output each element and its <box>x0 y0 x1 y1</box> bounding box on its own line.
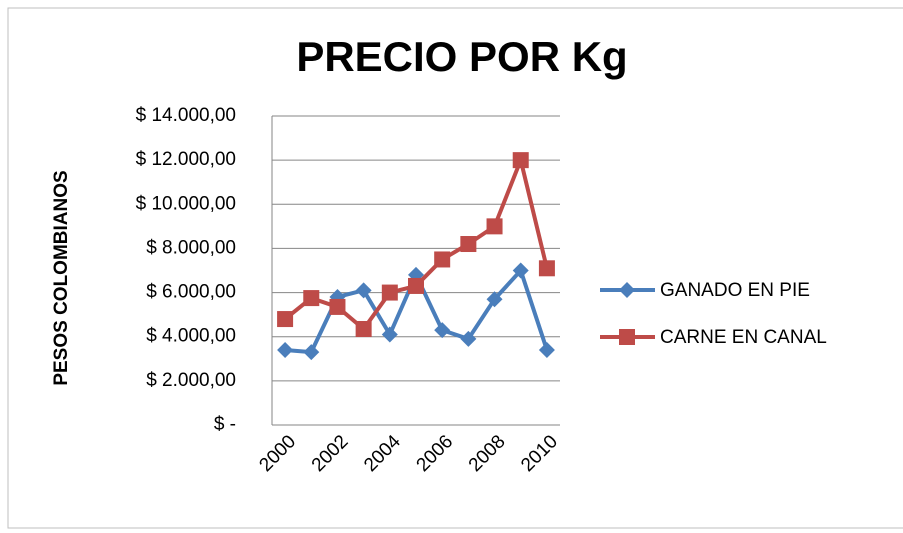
marker <box>408 277 424 294</box>
marker <box>303 344 320 361</box>
marker <box>538 341 555 358</box>
chart-frame <box>7 7 903 529</box>
legend-label: GANADO EN PIE <box>660 280 810 301</box>
y-tick-label: $ - <box>214 414 236 435</box>
marker <box>434 322 451 339</box>
chart-title: PRECIO POR Kg <box>296 33 627 80</box>
legend-label: CARNE EN CANAL <box>660 327 827 348</box>
marker <box>512 152 529 169</box>
y-tick-label: $ 14.000,00 <box>136 105 236 126</box>
marker <box>538 260 555 277</box>
y-tick-label: $ 4.000,00 <box>146 326 236 347</box>
y-tick-label: $ 10.000,00 <box>136 193 236 214</box>
marker <box>303 290 320 307</box>
marker <box>460 236 477 253</box>
marker <box>277 341 294 358</box>
marker <box>486 218 503 235</box>
marker <box>619 282 635 298</box>
marker <box>486 291 503 308</box>
marker <box>355 320 372 337</box>
marker <box>277 311 294 328</box>
marker <box>434 251 451 268</box>
marker <box>381 284 398 301</box>
marker <box>355 282 372 299</box>
marker <box>619 329 635 345</box>
marker <box>460 330 477 347</box>
marker <box>381 326 398 343</box>
y-axis-title: PESOS COLOMBIANOS <box>51 170 72 385</box>
y-tick-label: $ 12.000,00 <box>136 149 236 170</box>
y-tick-label: $ 2.000,00 <box>146 370 236 391</box>
marker <box>329 298 346 315</box>
marker <box>512 262 529 279</box>
y-tick-label: $ 6.000,00 <box>146 282 236 303</box>
y-tick-label: $ 8.000,00 <box>146 237 236 258</box>
